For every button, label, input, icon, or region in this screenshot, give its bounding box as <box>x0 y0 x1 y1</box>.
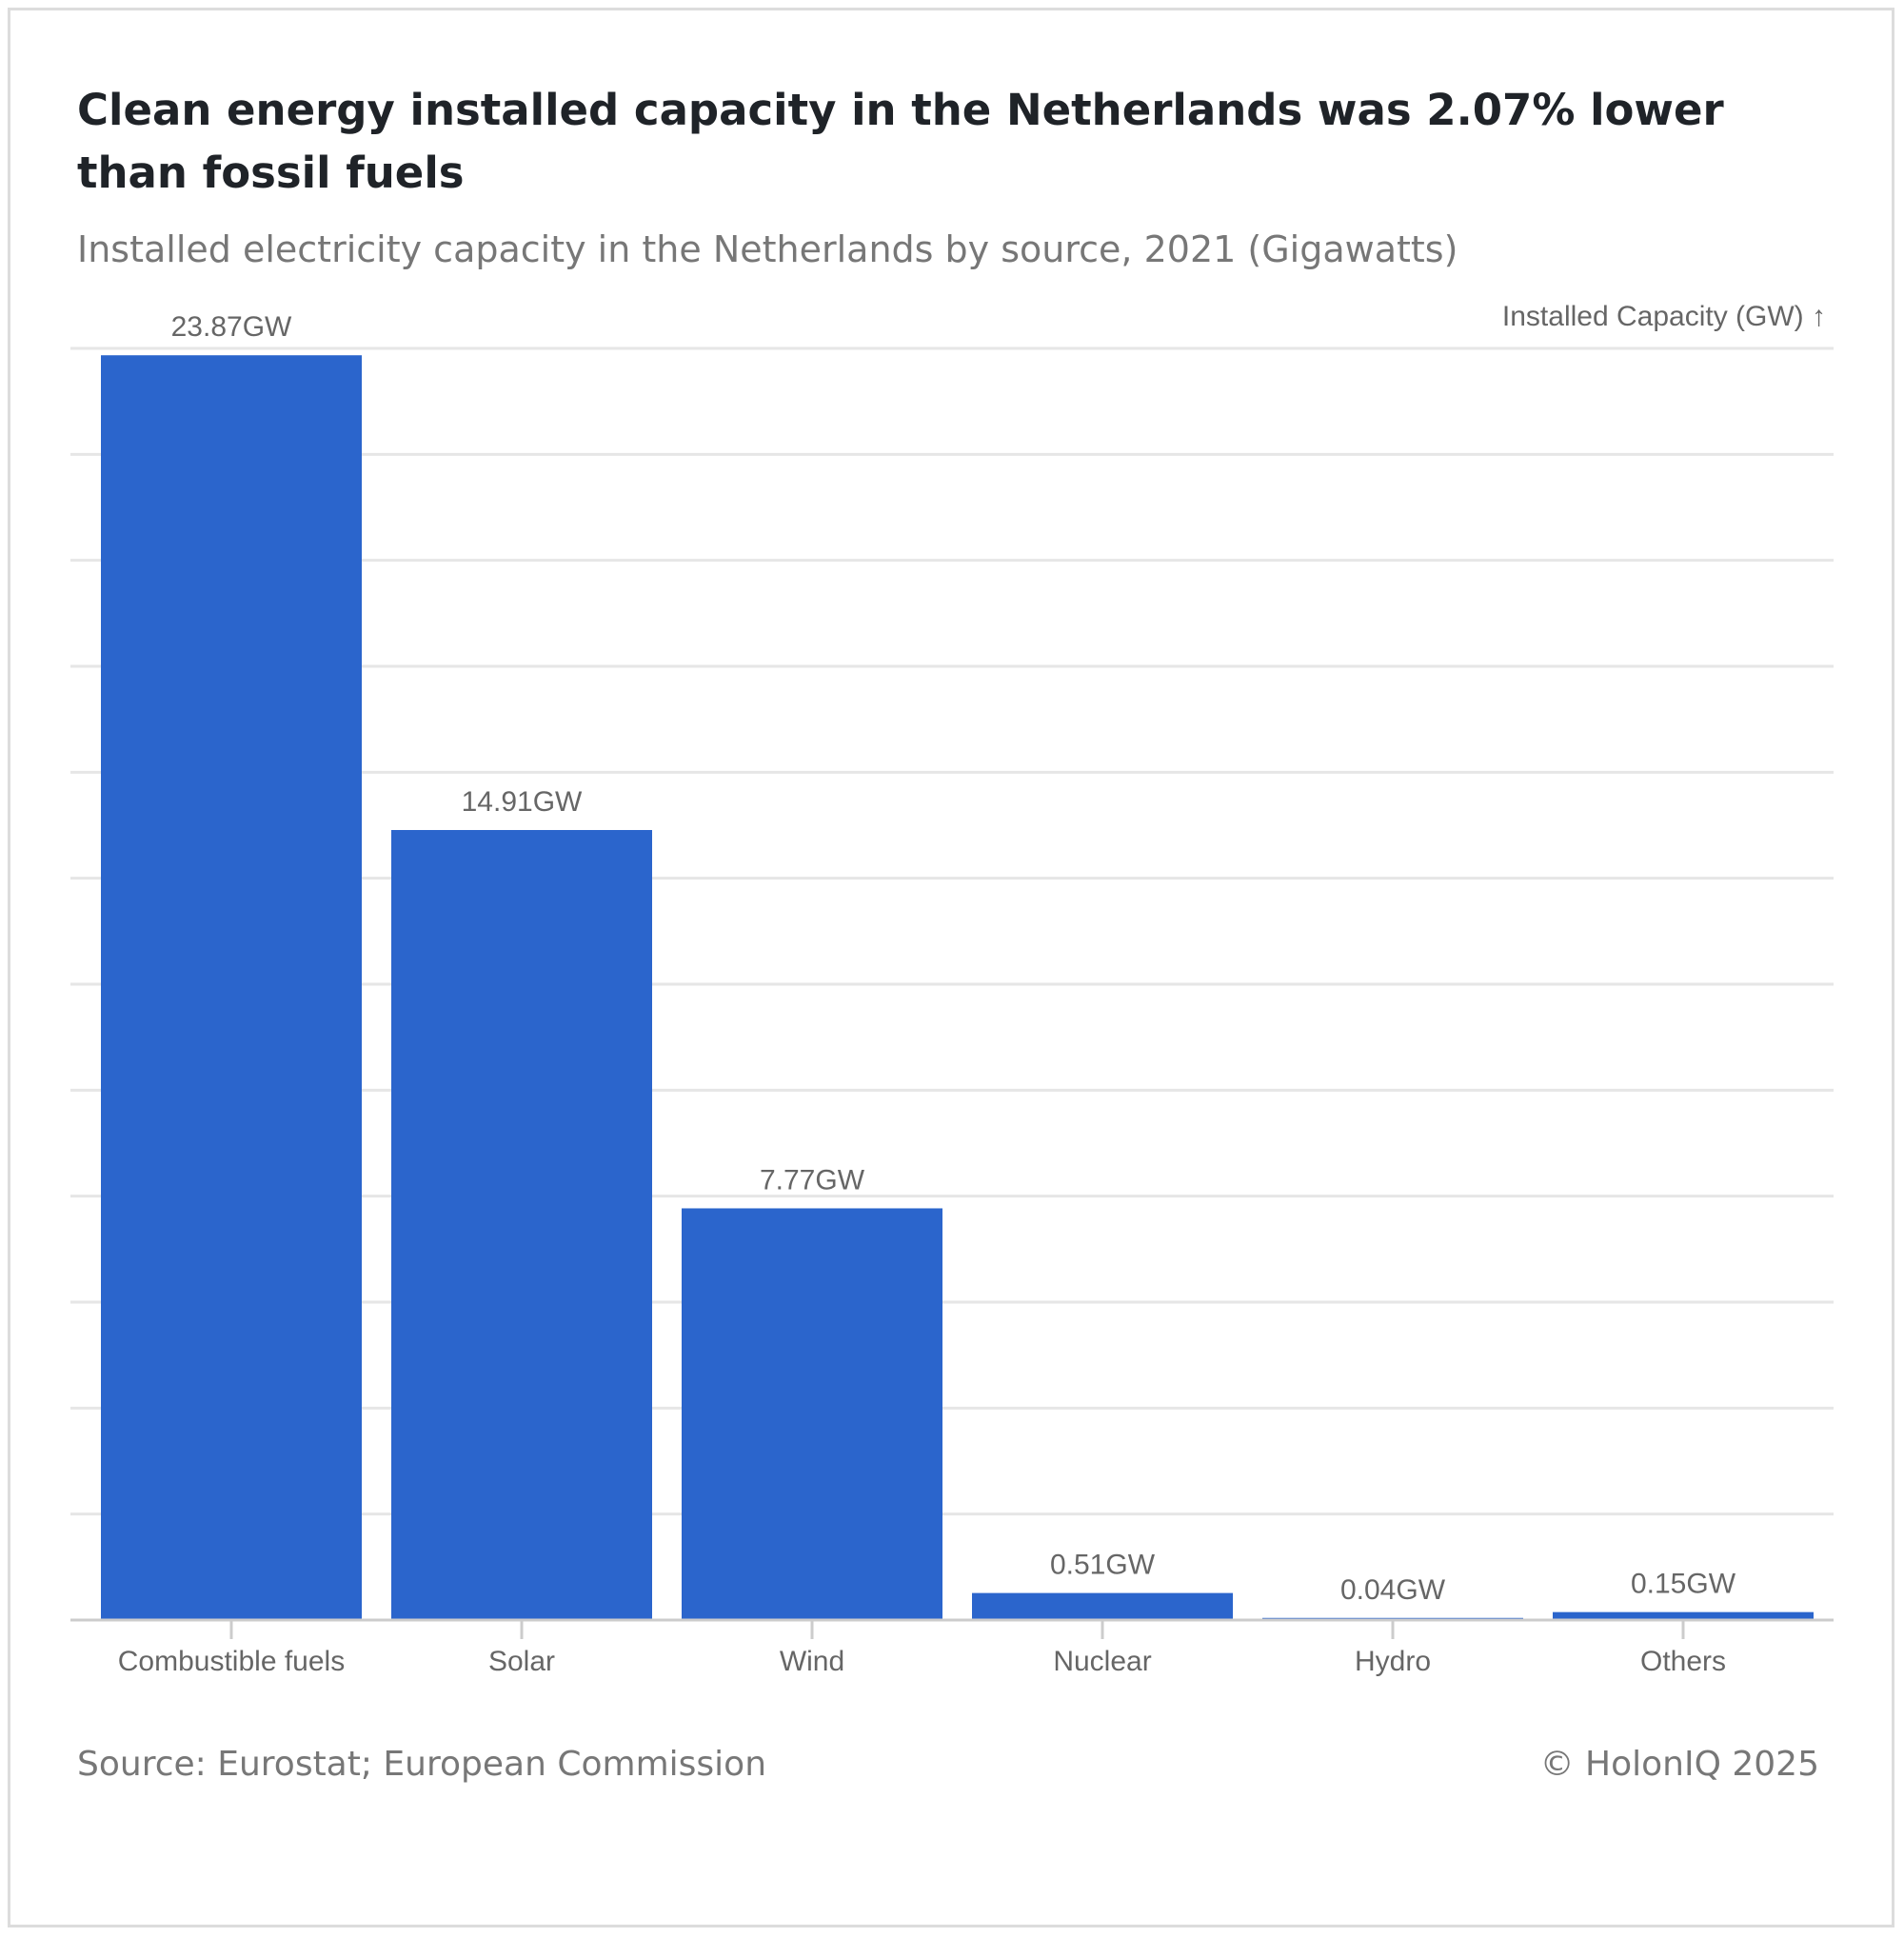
x-axis-ticks: Combustible fuels Solar Wind Nuclear Hydro Ot… <box>118 1620 1726 1677</box>
x-tick-label: Others <box>1640 1646 1726 1677</box>
data-label: 0.04GW <box>1340 1574 1446 1606</box>
bar-others[interactable] <box>1553 1611 1814 1620</box>
gridlines <box>70 346 1834 1516</box>
data-labels: 23.87GW 14.91GW 7.77GW 0.51GW 0.04GW 0.15GW <box>171 311 1736 1606</box>
y-axis-label: Installed Capacity (GW) ↑ <box>1502 301 1826 332</box>
x-tick-label: Solar <box>488 1646 555 1677</box>
data-label: 0.15GW <box>1631 1569 1736 1600</box>
chart-title: Clean energy installed capacity in the N… <box>77 85 1724 198</box>
bar-nuclear[interactable] <box>972 1592 1233 1620</box>
bar-combustible-fuels[interactable] <box>101 355 362 1620</box>
data-label: 14.91GW <box>462 786 583 818</box>
x-tick-label: Combustible fuels <box>118 1646 345 1677</box>
bars <box>101 355 1814 1620</box>
copyright-note: © HolonIQ 2025 <box>1539 1745 1819 1784</box>
chart-subtitle: Installed electricity capacity in the Ne… <box>77 228 1458 270</box>
data-label: 0.51GW <box>1050 1550 1156 1581</box>
bar-solar[interactable] <box>391 830 652 1620</box>
x-tick-label: Nuclear <box>1053 1646 1151 1677</box>
bar-wind[interactable] <box>682 1208 942 1620</box>
data-label: 23.87GW <box>171 311 292 343</box>
x-tick-label: Wind <box>780 1646 844 1677</box>
source-note: Source: Eurostat; European Commission <box>77 1745 767 1784</box>
data-label: 7.77GW <box>760 1164 865 1196</box>
x-tick-label: Hydro <box>1355 1646 1431 1677</box>
